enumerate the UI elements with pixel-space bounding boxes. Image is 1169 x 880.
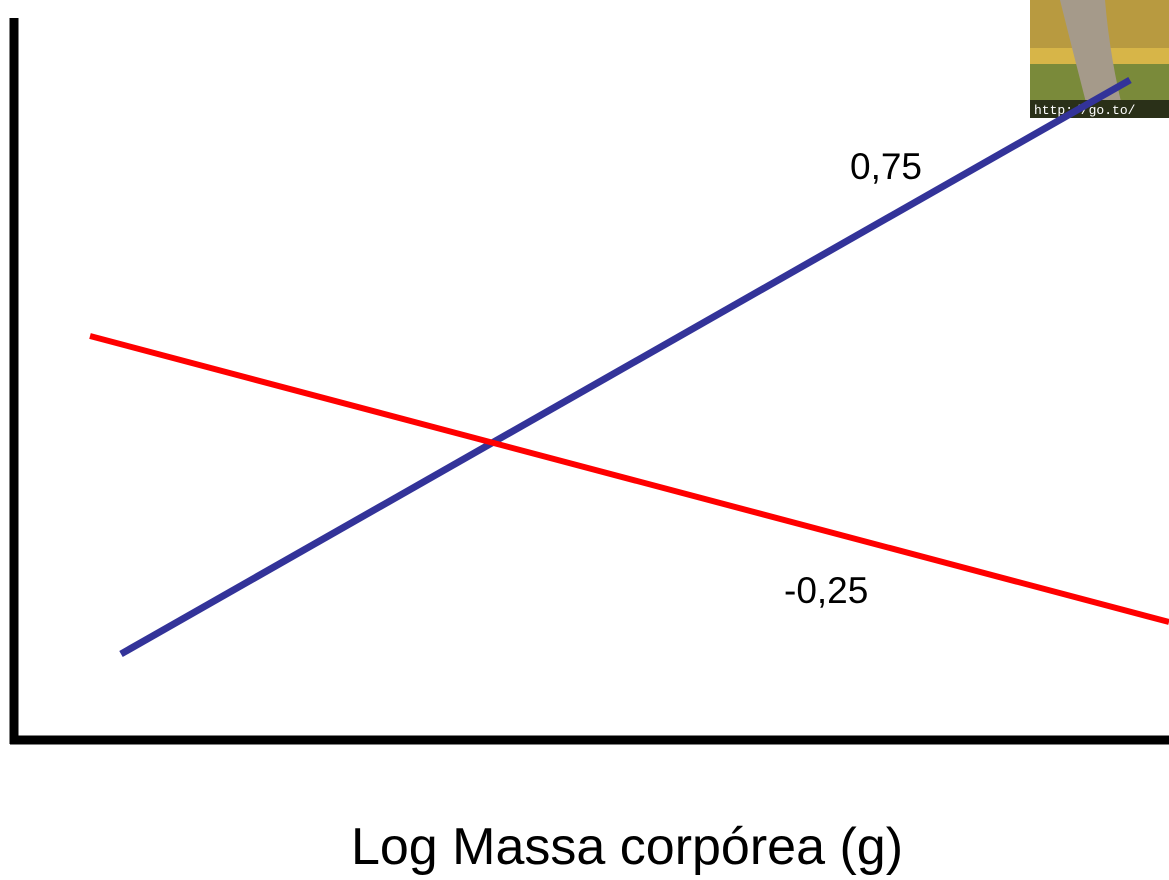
blue-line-label: 0,75 [850,146,922,187]
photo-caption: http://go.to/ [1034,103,1136,118]
x-axis-label: Log Massa corpórea (g) [351,818,903,876]
blue-line [119,76,1132,658]
red-line [89,333,1169,625]
red-line-label: -0,25 [784,570,868,611]
